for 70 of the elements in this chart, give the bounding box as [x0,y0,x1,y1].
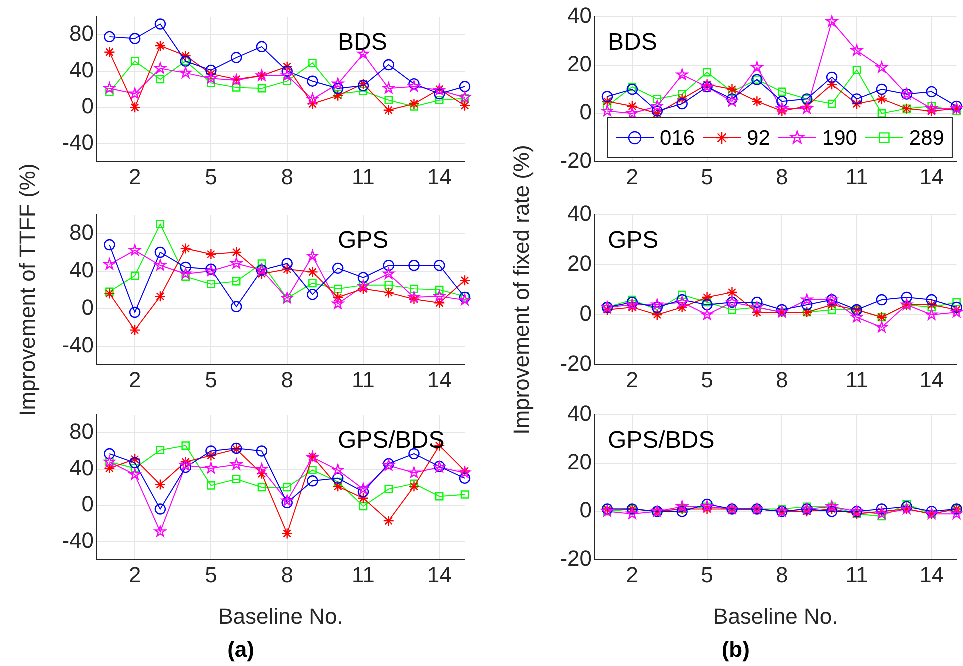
x-tick-label: 8 [281,562,294,588]
x-tick-label: 8 [776,367,788,392]
y-tick-label: 80 [70,21,94,46]
legend-label: 289 [909,126,944,150]
x-tick-label: 11 [352,562,375,588]
x-tick-label: 8 [776,164,788,190]
y-tick-label: 0 [580,100,592,125]
x-tick-label: 5 [205,164,218,190]
y-axis-title: Improvement of TTFF (%) [14,162,41,418]
x-tick-label: 11 [352,164,375,190]
x-tick-label: 2 [626,164,639,190]
text: GPS [608,227,659,254]
x-tick-label: 14 [920,562,944,588]
x-tick-label: 2 [128,164,142,190]
x-tick-label: 2 [626,562,639,588]
x-tick-label: 11 [352,367,375,392]
x-tick-label: 8 [281,367,294,392]
y-tick-label: -40 [62,528,94,553]
x-tick-label: 5 [205,367,218,392]
y-tick-label: 20 [568,51,592,76]
y-tick-label: -40 [62,332,94,358]
y-axis-title: Improvement of fixed rate (%) [508,144,535,437]
y-tick-label: 40 [70,257,94,282]
text: (a) [228,637,254,662]
text: BDS [338,29,388,56]
x-axis-title: Baseline No. [714,604,838,629]
x-tick-label: 8 [281,164,294,190]
x-tick-label: 11 [846,367,868,392]
x-tick-label: 2 [128,367,142,392]
y-tick-label: -20 [560,351,592,376]
y-tick-label: 40 [568,201,592,226]
x-tick-label: 14 [427,367,452,392]
y-tick-label: 20 [568,449,592,474]
x-tick-label: 14 [920,164,944,190]
y-tick-label: -40 [62,130,94,155]
y-tick-label: 0 [82,294,94,320]
text: BDS [608,29,658,56]
y-tick-label: 0 [82,492,94,517]
x-tick-label: 2 [128,562,142,588]
y-tick-label: 80 [70,220,94,245]
y-tick-label: 80 [70,419,94,444]
text: GPS [338,227,389,254]
x-tick-label: 14 [427,562,452,588]
text: (b) [722,637,750,662]
x-tick-label: 14 [920,367,944,392]
y-tick-label: 40 [568,3,592,28]
x-tick-label: 8 [776,562,788,588]
x-tick-label: 11 [846,164,868,190]
x-tick-label: 5 [701,367,714,392]
x-axis-title: Baseline No. [218,604,344,629]
x-tick-label: 5 [701,164,714,190]
y-tick-label: 0 [82,94,94,119]
y-tick-label: 40 [568,401,592,426]
x-tick-label: 11 [846,562,868,588]
x-tick-label: 2 [626,367,639,392]
x-tick-label: 5 [205,562,218,588]
legend-label: 016 [660,126,696,150]
y-tick-label: 40 [70,57,94,82]
y-tick-label: -20 [560,148,592,174]
y-tick-label: -20 [560,546,592,572]
legend-label: 190 [822,126,858,150]
y-tick-label: 40 [70,455,94,480]
x-tick-label: 14 [427,164,452,190]
y-tick-label: 0 [580,301,592,326]
x-tick-label: 5 [701,562,714,588]
text: GPS/BDS [608,427,715,454]
legend-label: 92 [747,126,770,150]
y-tick-label: 20 [568,251,592,276]
text: GPS/BDS [338,427,445,454]
y-tick-label: 0 [580,498,592,523]
